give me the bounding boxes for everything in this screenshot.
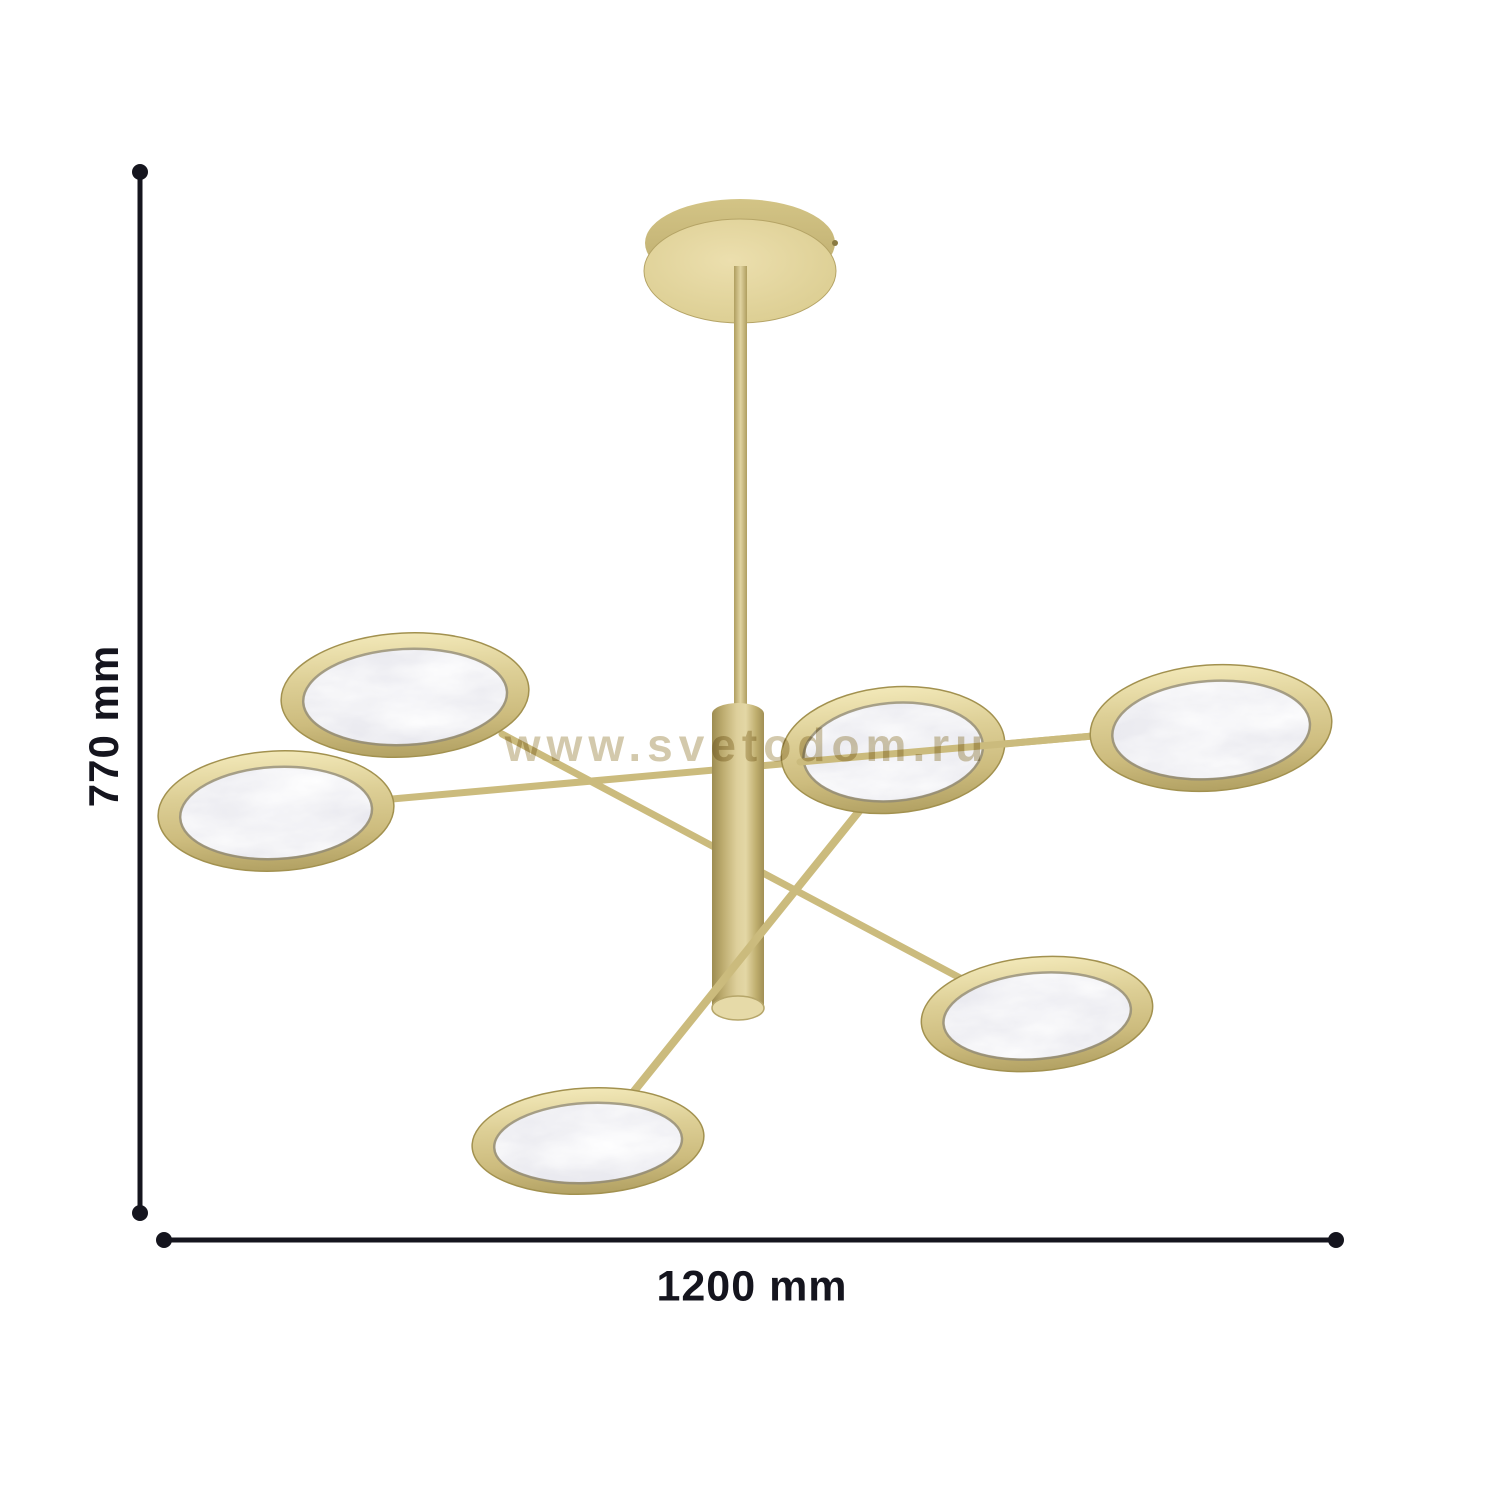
light-disc-left [157, 750, 395, 872]
light-disc-far-right [1089, 663, 1333, 793]
width-dimension-line [156, 1232, 1344, 1248]
light-disc-bottom-left [471, 1086, 705, 1196]
canopy-screw [832, 240, 838, 246]
disc-marble-face [1113, 681, 1309, 779]
disc-inner-ring [942, 971, 1133, 1061]
disc-inner-ring [492, 1101, 684, 1185]
site-watermark: www.svetodom.ru [504, 719, 990, 771]
dimension-endpoint-dot [132, 164, 148, 180]
light-disc-top-left [280, 631, 530, 759]
dimension-endpoint-dot [156, 1232, 172, 1248]
hanging-rod [734, 266, 747, 716]
dimension-endpoint-dot [1328, 1232, 1344, 1248]
light-disc-bottom-right [920, 955, 1154, 1073]
disc-inner-ring [301, 647, 509, 747]
disc-inner-ring [1111, 679, 1312, 781]
dimension-endpoint-dot [132, 1205, 148, 1221]
height-dimension-label: 770 mm [80, 644, 127, 808]
height-dimension-line [132, 164, 148, 1221]
arm-rod-midright-bottomleft [623, 806, 864, 1104]
disc-marble-face [944, 973, 1130, 1059]
column-bottom-cap [711, 995, 765, 1021]
width-dimension-label: 1200 mm [656, 1262, 848, 1311]
disc-inner-ring [178, 765, 374, 861]
disc-marble-face [495, 1103, 681, 1183]
disc-marble-face [181, 767, 372, 859]
arm-rod-over-disc-segment [796, 732, 1097, 766]
disc-marble-face [304, 649, 506, 745]
